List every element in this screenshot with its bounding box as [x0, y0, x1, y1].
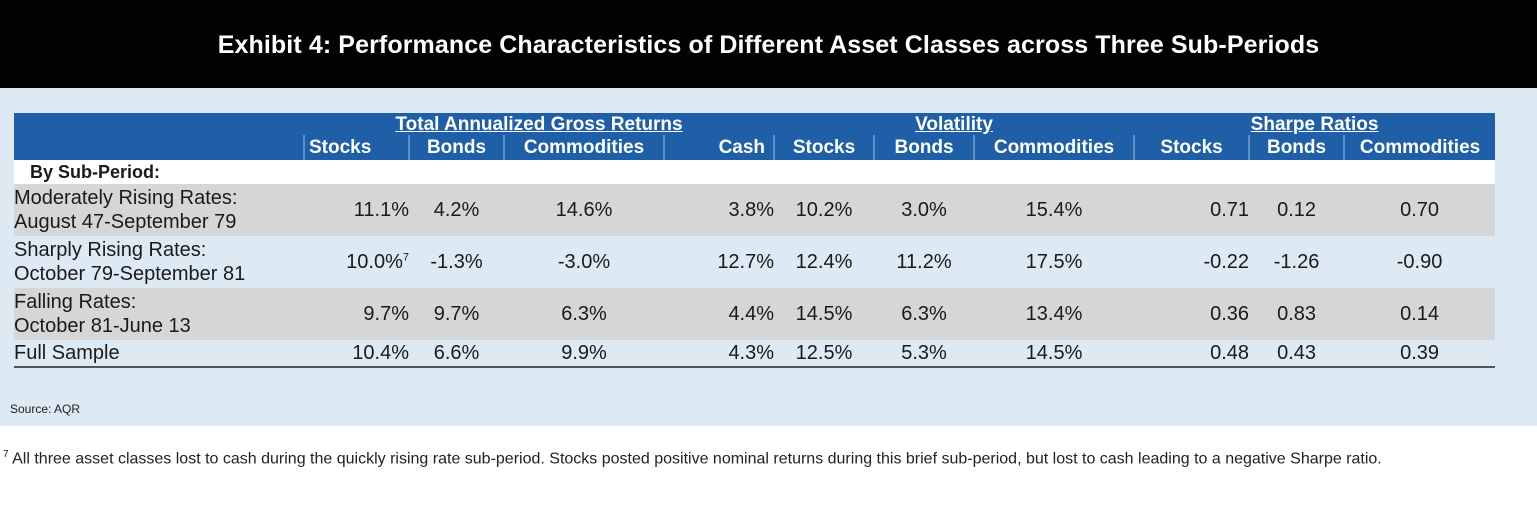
col-header-returns-cash: Cash — [662, 135, 775, 160]
footnote-number: 7 — [3, 449, 9, 460]
cell-returns-commodities: 6.3% — [504, 288, 664, 340]
row-label: Sharply Rising Rates: October 79-Septemb… — [14, 236, 304, 288]
table-row: Sharply Rising Rates: October 79-Septemb… — [14, 236, 1496, 288]
cell-vol-commodities: 13.4% — [974, 288, 1135, 340]
col-header-vol-commodities: Commodities — [973, 135, 1135, 160]
group-header-returns: Total Annualized Gross Returns — [304, 113, 775, 135]
cell-vol-commodities: 14.5% — [974, 340, 1135, 368]
column-header-row: Stocks Bonds Commodities Cash Stocks Bon… — [14, 135, 1496, 160]
col-header-returns-bonds: Bonds — [408, 135, 504, 160]
row-label-line1: Sharply Rising Rates: — [14, 239, 207, 261]
cell-vol-commodities: 15.4% — [974, 184, 1135, 236]
cell-sharpe-stocks: 0.48 — [1134, 340, 1250, 368]
row-label-line1: Falling Rates: — [14, 291, 137, 313]
row-label: Moderately Rising Rates: August 47-Septe… — [14, 184, 304, 236]
cell-sharpe-bonds: 0.43 — [1249, 340, 1345, 368]
cell-vol-commodities: 17.5% — [974, 236, 1135, 288]
cell-sharpe-commodities: 0.70 — [1344, 184, 1496, 236]
cell-returns-bonds: -1.3% — [409, 236, 504, 288]
table-row: Full Sample 10.4% 6.6% 9.9% 4.3% 12.5% 5… — [14, 340, 1496, 368]
table-row: Moderately Rising Rates: August 47-Septe… — [14, 184, 1496, 236]
cell-returns-commodities: 9.9% — [504, 340, 664, 368]
cell-sharpe-commodities: 0.14 — [1344, 288, 1496, 340]
cell-sharpe-stocks: 0.36 — [1134, 288, 1250, 340]
cell-sharpe-commodities: 0.39 — [1344, 340, 1496, 368]
header-blank — [14, 113, 304, 135]
row-label: Full Sample — [14, 340, 304, 368]
cell-returns-bonds: 6.6% — [409, 340, 504, 368]
cell-sharpe-bonds: 0.12 — [1249, 184, 1345, 236]
cell-returns-commodities: 14.6% — [504, 184, 664, 236]
cell-returns-bonds: 4.2% — [409, 184, 504, 236]
cell-returns-stocks: 11.1% — [304, 184, 409, 236]
cell-vol-bonds: 3.0% — [874, 184, 975, 236]
cell-returns-cash: 4.4% — [664, 288, 775, 340]
group-header-sharpe: Sharpe Ratios — [1134, 113, 1496, 135]
cell-returns-stocks: 10.0%7 — [304, 236, 409, 288]
table-row: Falling Rates: October 81-June 13 9.7% 9… — [14, 288, 1496, 340]
row-label-line2: October 79-September 81 — [14, 263, 246, 285]
group-header-volatility: Volatility — [774, 113, 1135, 135]
cell-vol-stocks: 10.2% — [774, 184, 875, 236]
cell-sharpe-stocks: -0.22 — [1134, 236, 1250, 288]
cell-sharpe-bonds: 0.83 — [1249, 288, 1345, 340]
col-header-sharpe-stocks: Stocks — [1133, 135, 1250, 160]
cell-vol-bonds: 5.3% — [874, 340, 975, 368]
footnote-marker: 7 — [402, 250, 409, 263]
section-label: By Sub-Period: — [14, 160, 1496, 184]
exhibit-title: Exhibit 4: Performance Characteristics o… — [217, 31, 1320, 59]
header-blank-2 — [14, 135, 304, 160]
col-header-vol-stocks: Stocks — [773, 135, 875, 160]
cell-sharpe-commodities: -0.90 — [1344, 236, 1496, 288]
cell-returns-cash: 4.3% — [664, 340, 775, 368]
cell-vol-stocks: 12.4% — [774, 236, 875, 288]
row-label-line2: October 81-June 13 — [14, 315, 191, 337]
col-header-sharpe-commodities: Commodities — [1343, 135, 1496, 160]
cell-value: 10.0% — [346, 250, 403, 273]
row-label-line1: Full Sample — [14, 342, 120, 364]
cell-returns-cash: 12.7% — [664, 236, 775, 288]
section-row: By Sub-Period: — [14, 160, 1496, 184]
cell-sharpe-stocks: 0.71 — [1134, 184, 1250, 236]
col-header-sharpe-bonds: Bonds — [1248, 135, 1345, 160]
cell-returns-stocks: 10.4% — [304, 340, 409, 368]
cell-returns-commodities: -3.0% — [504, 236, 664, 288]
cell-vol-bonds: 6.3% — [874, 288, 975, 340]
row-label-line1: Moderately Rising Rates: — [14, 187, 238, 209]
performance-table: Total Annualized Gross Returns Volatilit… — [14, 113, 1496, 368]
cell-vol-stocks: 12.5% — [774, 340, 875, 368]
group-header-row: Total Annualized Gross Returns Volatilit… — [14, 113, 1496, 135]
cell-vol-stocks: 14.5% — [774, 288, 875, 340]
footnote-text: All three asset classes lost to cash dur… — [8, 450, 1382, 468]
row-label: Falling Rates: October 81-June 13 — [14, 288, 304, 340]
cell-returns-stocks: 9.7% — [304, 288, 409, 340]
row-label-line2: August 47-September 79 — [14, 211, 237, 233]
source-note: Source: AQR — [10, 402, 81, 416]
cell-vol-bonds: 11.2% — [874, 236, 975, 288]
cell-sharpe-bonds: -1.26 — [1249, 236, 1345, 288]
col-header-vol-bonds: Bonds — [873, 135, 975, 160]
col-header-returns-stocks: Stocks — [303, 135, 409, 160]
col-header-returns-commodities: Commodities — [503, 135, 664, 160]
cell-returns-cash: 3.8% — [664, 184, 775, 236]
footnote: 7 All three asset classes lost to cash d… — [3, 444, 1528, 470]
title-bar: Exhibit 4: Performance Characteristics o… — [0, 0, 1537, 88]
cell-returns-bonds: 9.7% — [409, 288, 504, 340]
